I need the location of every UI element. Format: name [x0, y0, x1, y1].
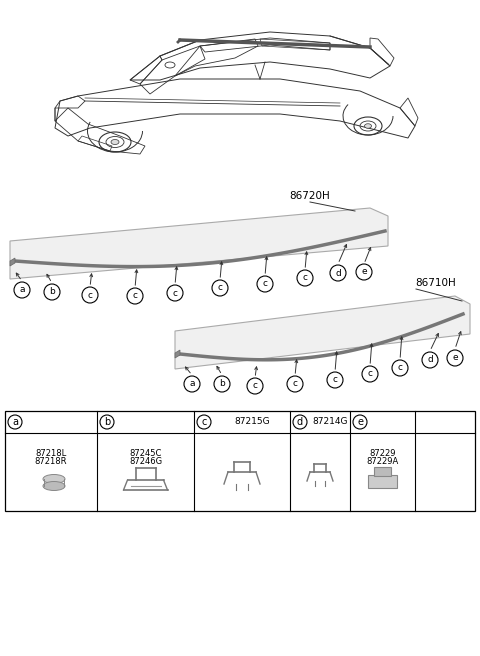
Ellipse shape — [43, 474, 65, 483]
Circle shape — [297, 270, 313, 286]
Text: b: b — [219, 380, 225, 388]
Text: 87218L: 87218L — [36, 449, 67, 459]
Text: 87229A: 87229A — [366, 457, 398, 466]
Text: c: c — [333, 375, 337, 384]
Text: c: c — [263, 279, 267, 289]
Circle shape — [214, 376, 230, 392]
Circle shape — [44, 284, 60, 300]
Text: c: c — [87, 291, 93, 300]
Circle shape — [392, 360, 408, 376]
Text: c: c — [132, 291, 137, 300]
Circle shape — [287, 376, 303, 392]
Circle shape — [362, 366, 378, 382]
Text: 87229: 87229 — [369, 449, 396, 459]
FancyBboxPatch shape — [368, 474, 397, 487]
Text: 87214G: 87214G — [312, 417, 348, 426]
Circle shape — [100, 415, 114, 429]
Text: 87246G: 87246G — [129, 457, 162, 466]
Text: c: c — [397, 363, 403, 373]
Text: 86710H: 86710H — [415, 278, 456, 288]
Text: e: e — [361, 268, 367, 276]
Circle shape — [257, 276, 273, 292]
Text: c: c — [172, 289, 178, 298]
Circle shape — [212, 280, 228, 296]
Text: d: d — [297, 417, 303, 427]
Text: d: d — [427, 356, 433, 365]
FancyBboxPatch shape — [374, 466, 391, 476]
Text: b: b — [49, 287, 55, 297]
Text: c: c — [217, 283, 223, 293]
Text: c: c — [292, 380, 298, 388]
Circle shape — [82, 287, 98, 303]
Text: c: c — [201, 417, 207, 427]
Circle shape — [247, 378, 263, 394]
Text: 86720H: 86720H — [289, 191, 330, 201]
Circle shape — [8, 415, 22, 429]
Polygon shape — [175, 350, 180, 358]
Text: a: a — [189, 380, 195, 388]
Polygon shape — [175, 296, 470, 369]
Text: c: c — [368, 369, 372, 379]
Text: d: d — [335, 268, 341, 277]
Circle shape — [447, 350, 463, 366]
Text: c: c — [302, 274, 308, 283]
Text: a: a — [19, 285, 25, 295]
Circle shape — [330, 265, 346, 281]
Ellipse shape — [364, 124, 372, 129]
Circle shape — [353, 415, 367, 429]
Circle shape — [184, 376, 200, 392]
Circle shape — [356, 264, 372, 280]
Polygon shape — [10, 258, 15, 266]
Circle shape — [197, 415, 211, 429]
Text: a: a — [12, 417, 18, 427]
Text: 87215G: 87215G — [234, 417, 270, 426]
Circle shape — [293, 415, 307, 429]
Text: b: b — [104, 417, 110, 427]
Circle shape — [167, 285, 183, 301]
Text: e: e — [452, 354, 458, 363]
Circle shape — [14, 282, 30, 298]
Circle shape — [422, 352, 438, 368]
Text: 87245C: 87245C — [129, 449, 162, 459]
Ellipse shape — [111, 140, 119, 144]
Text: e: e — [357, 417, 363, 427]
Text: c: c — [252, 382, 257, 390]
Circle shape — [327, 372, 343, 388]
Ellipse shape — [43, 482, 65, 491]
Circle shape — [127, 288, 143, 304]
Text: 87218R: 87218R — [35, 457, 67, 466]
Polygon shape — [10, 208, 388, 279]
Bar — [5, 411, 475, 511]
